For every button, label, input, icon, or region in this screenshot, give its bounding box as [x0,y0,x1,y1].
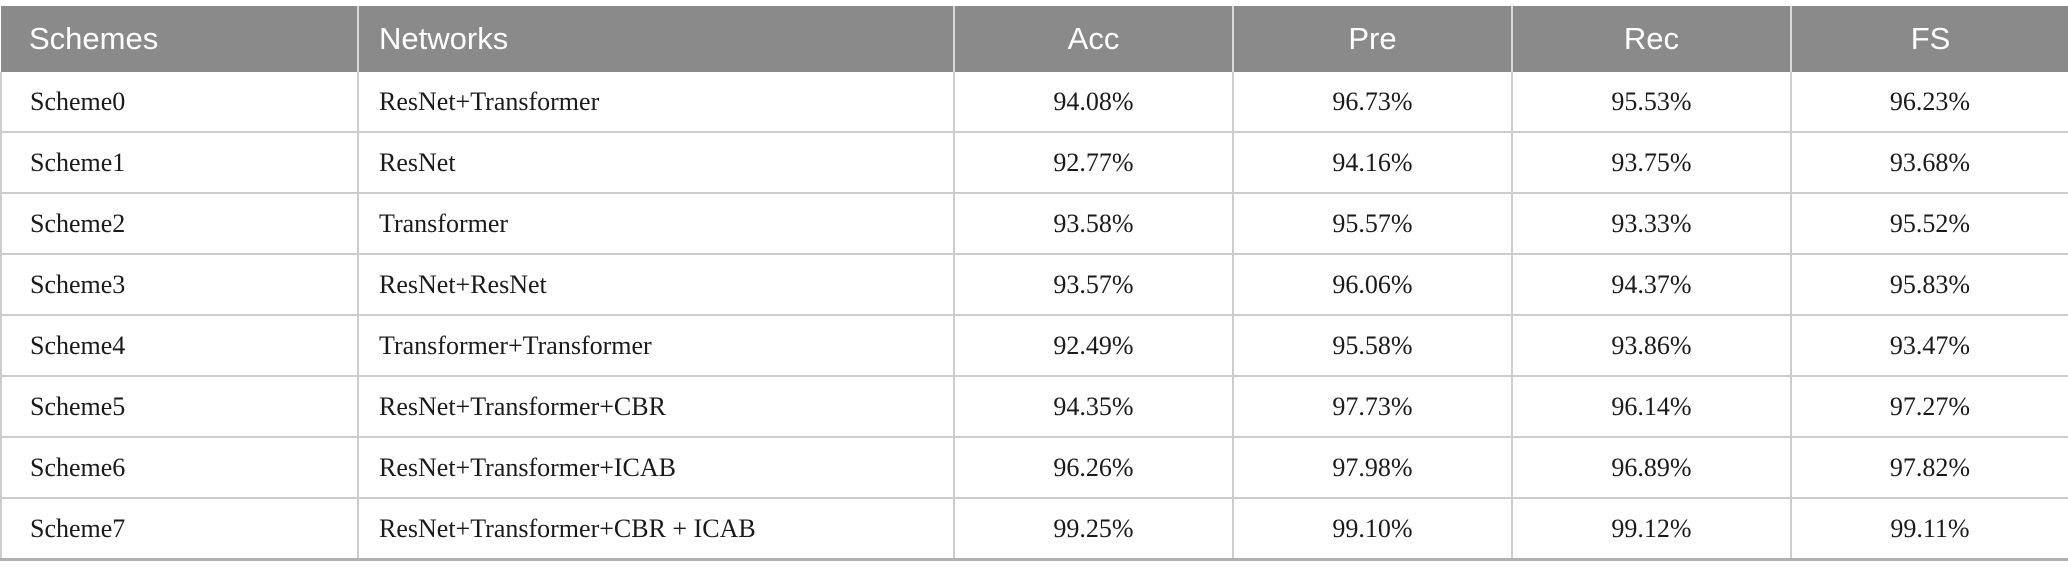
cell-fs: 97.82% [1790,437,2068,499]
cell-scheme: Scheme6 [0,437,359,499]
cell-pre: 95.58% [1232,315,1513,377]
cell-rec: 99.12% [1511,498,1792,561]
cell-acc: 96.26% [953,437,1234,499]
cell-scheme: Scheme2 [0,193,359,255]
table-row: Scheme7 ResNet+Transformer+CBR + ICAB 99… [0,498,2068,561]
cell-acc: 94.35% [953,376,1234,438]
cell-rec: 93.75% [1511,132,1792,194]
cell-pre: 99.10% [1232,498,1513,561]
table-row: Scheme3 ResNet+ResNet 93.57% 96.06% 94.3… [0,254,2068,316]
cell-acc: 92.49% [953,315,1234,377]
table-row: Scheme2 Transformer 93.58% 95.57% 93.33%… [0,193,2068,255]
cell-scheme: Scheme4 [0,315,359,377]
cell-scheme: Scheme3 [0,254,359,316]
cell-acc: 93.58% [953,193,1234,255]
cell-rec: 96.14% [1511,376,1792,438]
cell-network: ResNet+Transformer+CBR + ICAB [357,498,955,561]
table-body: Scheme0 ResNet+Transformer 94.08% 96.73%… [0,72,2068,561]
cell-network: ResNet+ResNet [357,254,955,316]
cell-fs: 95.83% [1790,254,2068,316]
cell-rec: 95.53% [1511,72,1792,133]
cell-pre: 96.06% [1232,254,1513,316]
cell-pre: 94.16% [1232,132,1513,194]
cell-network: ResNet+Transformer+ICAB [357,437,955,499]
cell-rec: 96.89% [1511,437,1792,499]
cell-acc: 93.57% [953,254,1234,316]
cell-fs: 97.27% [1790,376,2068,438]
cell-pre: 97.73% [1232,376,1513,438]
cell-rec: 93.33% [1511,193,1792,255]
cell-fs: 96.23% [1790,72,2068,133]
column-header-pre: Pre [1233,6,1513,72]
cell-pre: 96.73% [1232,72,1513,133]
results-table: Schemes Networks Acc Pre Rec FS Scheme0 … [0,6,2068,561]
table-row: Scheme0 ResNet+Transformer 94.08% 96.73%… [0,72,2068,133]
column-header-networks: Networks [358,6,955,72]
cell-fs: 93.68% [1790,132,2068,194]
cell-scheme: Scheme1 [0,132,359,194]
cell-rec: 94.37% [1511,254,1792,316]
column-header-fs: FS [1791,6,2068,72]
cell-acc: 92.77% [953,132,1234,194]
column-header-rec: Rec [1512,6,1792,72]
column-header-acc: Acc [954,6,1234,72]
cell-network: ResNet+Transformer+CBR [357,376,955,438]
cell-pre: 97.98% [1232,437,1513,499]
cell-scheme: Scheme7 [0,498,359,561]
cell-pre: 95.57% [1232,193,1513,255]
cell-fs: 93.47% [1790,315,2068,377]
cell-scheme: Scheme0 [0,72,359,133]
table-row: Scheme1 ResNet 92.77% 94.16% 93.75% 93.6… [0,132,2068,194]
table-header: Schemes Networks Acc Pre Rec FS [1,6,2068,72]
table-row: Scheme4 Transformer+Transformer 92.49% 9… [0,315,2068,377]
header-row: Schemes Networks Acc Pre Rec FS [1,6,2068,72]
cell-network: Transformer+Transformer [357,315,955,377]
table-row: Scheme6 ResNet+Transformer+ICAB 96.26% 9… [0,437,2068,499]
cell-network: Transformer [357,193,955,255]
table-row: Scheme5 ResNet+Transformer+CBR 94.35% 97… [0,376,2068,438]
cell-acc: 99.25% [953,498,1234,561]
cell-fs: 99.11% [1790,498,2068,561]
cell-acc: 94.08% [953,72,1234,133]
cell-scheme: Scheme5 [0,376,359,438]
column-header-schemes: Schemes [1,6,359,72]
cell-network: ResNet [357,132,955,194]
cell-network: ResNet+Transformer [357,72,955,133]
cell-fs: 95.52% [1790,193,2068,255]
cell-rec: 93.86% [1511,315,1792,377]
